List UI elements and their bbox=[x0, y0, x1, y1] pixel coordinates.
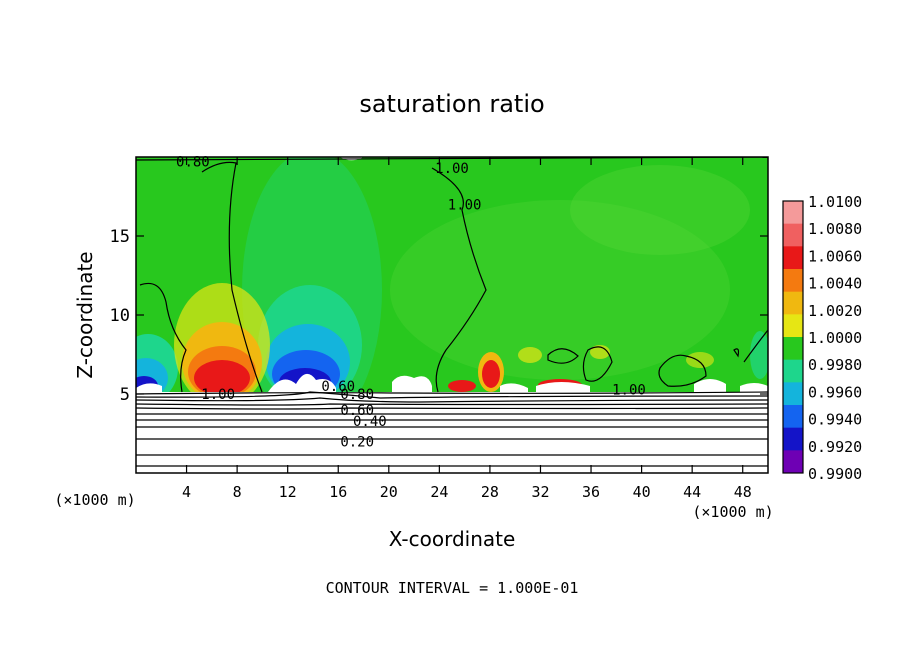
field-white-blob bbox=[392, 375, 432, 392]
y-tick-label: 10 bbox=[110, 306, 130, 326]
x-tick-label: 32 bbox=[531, 483, 549, 501]
colorbar-swatch bbox=[783, 314, 803, 338]
chart-title: saturation ratio bbox=[359, 90, 544, 118]
contour-line bbox=[136, 426, 768, 429]
contour-line bbox=[431, 167, 487, 393]
contour-line bbox=[743, 329, 768, 363]
y-tick-label: 15 bbox=[110, 227, 130, 247]
colorbar-swatch bbox=[783, 291, 803, 315]
contour-label: 0.20 bbox=[340, 434, 374, 450]
contour-line bbox=[136, 407, 768, 410]
x-tick-label: 8 bbox=[233, 483, 242, 501]
field-white-blob bbox=[694, 379, 726, 392]
x-tick-label: 4 bbox=[182, 483, 191, 501]
y-axis: 5 10 15 bbox=[110, 227, 768, 405]
saturation-field bbox=[136, 157, 768, 473]
contour-line bbox=[547, 348, 579, 364]
colorbar-label: 1.0100 bbox=[808, 193, 862, 211]
field-yellow-speck bbox=[590, 345, 610, 359]
colorbar-label: 1.0080 bbox=[808, 220, 862, 238]
colorbar-frame bbox=[782, 200, 804, 474]
contour-label: 1.00 bbox=[201, 387, 235, 403]
field-yellow-speck bbox=[686, 352, 714, 368]
contour-label: 0.60 bbox=[340, 403, 374, 419]
colorbar-swatch bbox=[783, 337, 803, 361]
x-axis-label: X-coordinate bbox=[389, 527, 516, 551]
contour-label: 0.80 bbox=[176, 155, 210, 171]
y-axis-label: Z-coordinate bbox=[73, 251, 97, 378]
x-tick-label: 36 bbox=[582, 483, 600, 501]
contour-label: 1.00 bbox=[612, 382, 646, 398]
colorbar-label: 0.9940 bbox=[808, 411, 862, 429]
colorbar-label: 1.0060 bbox=[808, 247, 862, 265]
x-tick-label: 12 bbox=[279, 483, 297, 501]
y-tick-label: 5 bbox=[120, 385, 130, 405]
colorbar-swatch bbox=[783, 201, 803, 225]
colorbar-label: 1.0040 bbox=[808, 275, 862, 293]
contour-line bbox=[139, 282, 187, 393]
x-unit-right: (×1000 m) bbox=[692, 503, 773, 521]
field-right-cyan bbox=[750, 331, 768, 379]
field-light-green-patch bbox=[570, 165, 750, 255]
contour-line bbox=[136, 397, 768, 403]
colorbar-label: 0.9980 bbox=[808, 356, 862, 374]
field-white-blob bbox=[500, 383, 528, 392]
colorbar-label: 0.9900 bbox=[808, 465, 862, 483]
x-axis: 4 8 12 16 20 24 28 32 36 40 44 48 bbox=[182, 157, 752, 501]
colorbar: 1.0100 1.0080 1.0060 1.0040 1.0020 1.0000 0.99… bbox=[782, 193, 862, 483]
colorbar-swatch bbox=[783, 405, 803, 429]
field-yellow-speck bbox=[518, 347, 542, 363]
x-tick-label: 24 bbox=[430, 483, 448, 501]
colorbar-swatch bbox=[783, 223, 803, 247]
field-red-plume bbox=[194, 360, 250, 396]
field-red-spot bbox=[482, 360, 500, 388]
field-white-blob bbox=[136, 383, 162, 393]
contour-label: 1.00 bbox=[448, 197, 482, 213]
colorbar-swatch bbox=[783, 269, 803, 293]
contour-label: 1.00 bbox=[435, 161, 469, 177]
x-unit-left: (×1000 m) bbox=[54, 491, 135, 509]
field-light-green-patch bbox=[390, 200, 730, 380]
x-tick-label: 44 bbox=[683, 483, 701, 501]
colorbar-swatch bbox=[783, 359, 803, 383]
x-tick-label: 16 bbox=[329, 483, 347, 501]
colorbar-label: 1.0020 bbox=[808, 302, 862, 320]
x-tick-label: 20 bbox=[380, 483, 398, 501]
contour-label: 0.60 bbox=[321, 379, 355, 395]
contour-label: 0.40 bbox=[353, 414, 387, 430]
contour-line bbox=[658, 354, 707, 387]
contour-line bbox=[136, 391, 768, 399]
contour-line bbox=[136, 391, 768, 395]
colorbar-label: 0.9960 bbox=[808, 383, 862, 401]
contour-labels: 0.80 1.001.001.00 1.000.600.800.600.400.20 bbox=[176, 155, 646, 451]
colorbar-label: 0.9920 bbox=[808, 438, 862, 456]
colorbar-swatch bbox=[783, 382, 803, 406]
field-white-blob bbox=[740, 383, 768, 392]
x-tick-label: 48 bbox=[734, 483, 752, 501]
field-white-blob bbox=[536, 382, 590, 392]
field-white-blob bbox=[268, 373, 336, 394]
contour-interval-note: CONTOUR INTERVAL = 1.000E-01 bbox=[326, 579, 579, 597]
field-red-strip bbox=[448, 380, 476, 392]
colorbar-label: 1.0000 bbox=[808, 329, 862, 347]
x-tick-label: 28 bbox=[481, 483, 499, 501]
contour-line bbox=[136, 413, 768, 416]
colorbar-swatch bbox=[783, 450, 803, 474]
x-tick-label: 40 bbox=[633, 483, 651, 501]
contour-label: 0.80 bbox=[340, 387, 374, 403]
contour-line bbox=[733, 348, 740, 358]
colorbar-swatch bbox=[783, 427, 803, 451]
colorbar-swatch bbox=[783, 246, 803, 270]
contour-line bbox=[136, 403, 768, 406]
contour-line bbox=[582, 346, 613, 382]
contour-line bbox=[201, 161, 263, 393]
